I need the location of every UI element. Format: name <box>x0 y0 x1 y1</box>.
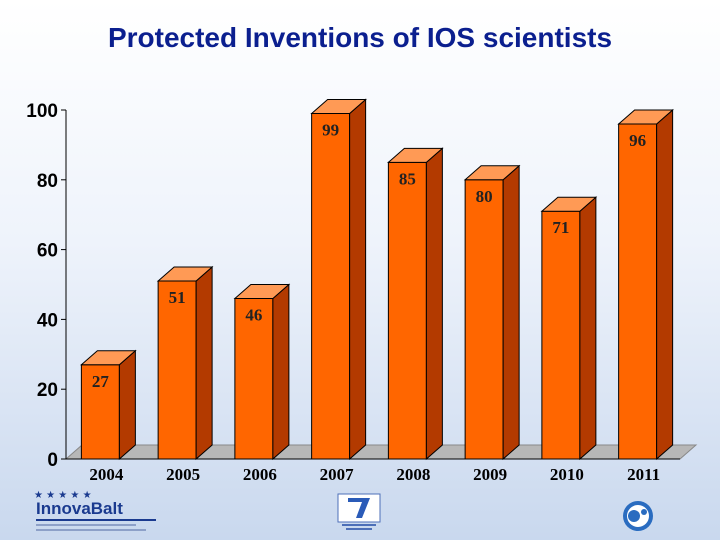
bar-2007 <box>311 112 351 460</box>
ios-logo-icon <box>618 498 658 534</box>
chart-axes: 0 20 40 60 80 100 <box>26 101 698 471</box>
x-tick-label: 2005 <box>166 465 200 484</box>
bar-2005 <box>157 280 197 460</box>
bar-side-2004 <box>118 349 136 461</box>
bar-side-2008 <box>425 147 443 461</box>
data-label: 46 <box>245 305 262 324</box>
data-label: 80 <box>476 187 493 206</box>
x-tick-label: 2004 <box>89 465 124 484</box>
bar-top-2004 <box>80 350 137 366</box>
bar-2010 <box>541 210 581 460</box>
x-tick-label: 2009 <box>473 465 507 484</box>
innovabalt-logo: ★ ★ ★ ★ ★ InnovaBalt <box>30 486 170 536</box>
bar-side-2011 <box>656 108 674 461</box>
bar-side-2005 <box>195 265 213 461</box>
bar-top-2009 <box>463 165 521 181</box>
bar-top-2006 <box>233 283 291 299</box>
bar-side-2010 <box>579 196 597 461</box>
chart-bars <box>80 98 674 461</box>
data-label: 85 <box>399 169 416 188</box>
bar-2006 <box>234 297 274 460</box>
chart-title: Protected Inventions of IOS scientists <box>107 22 613 53</box>
y-tick-label: 0 <box>47 450 58 471</box>
bar-2011 <box>618 123 658 460</box>
bar-top-2010 <box>540 196 598 212</box>
bar-2008 <box>387 161 427 460</box>
data-label: 71 <box>552 218 569 237</box>
fp7-logo-icon <box>336 492 382 532</box>
data-label: 27 <box>92 372 110 391</box>
x-tick-label: 2008 <box>396 465 430 484</box>
svg-text:★ ★ ★ ★ ★: ★ ★ ★ ★ ★ <box>34 490 92 501</box>
y-tick-label: 80 <box>37 171 58 192</box>
bar-top-2011 <box>617 109 674 125</box>
bar-top-2008 <box>387 147 444 163</box>
y-tick-label: 40 <box>37 310 58 331</box>
bar-2009 <box>464 179 504 460</box>
x-tick-label: 2010 <box>550 465 584 484</box>
y-tick-label: 20 <box>37 380 58 401</box>
chart-labels: 27 2004 51 2005 46 2006 99 2007 85 2008 80 2009 71 20… <box>89 120 660 484</box>
eu-stars-icon: ★ ★ ★ ★ ★ <box>34 490 92 501</box>
data-label: 51 <box>169 288 186 307</box>
x-tick-label: 2011 <box>627 465 660 484</box>
bar-side-2009 <box>502 164 520 461</box>
x-tick-label: 2007 <box>320 465 355 484</box>
bar-side-2006 <box>272 283 290 461</box>
data-label: 99 <box>322 120 339 139</box>
bar-top-2005 <box>156 266 214 282</box>
y-tick-label: 100 <box>26 101 58 122</box>
y-tick-label: 60 <box>37 241 58 262</box>
bar-top-2007 <box>310 98 367 114</box>
logo-text: InnovaBalt <box>36 499 123 518</box>
x-tick-label: 2006 <box>243 465 277 484</box>
bar-side-2007 <box>349 98 367 461</box>
data-label: 96 <box>629 131 646 150</box>
